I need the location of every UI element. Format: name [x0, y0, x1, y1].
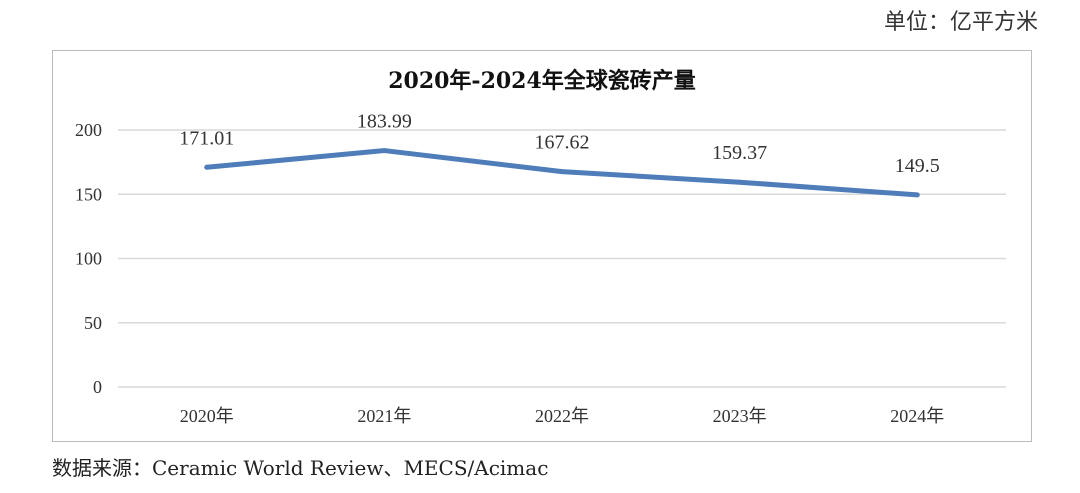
- data-label: 167.62: [535, 132, 590, 154]
- data-point: [914, 192, 920, 198]
- x-tick-label: 2022年: [535, 406, 589, 426]
- data-label: 183.99: [357, 111, 412, 133]
- data-label: 149.5: [895, 155, 940, 177]
- x-tick-label: 2024年: [890, 406, 944, 426]
- x-tick-label: 2020年: [180, 406, 234, 426]
- data-point: [204, 164, 210, 170]
- x-axis-ticks: 2020年 2021年 2022年 2023年 2024年: [180, 406, 944, 426]
- source-note: 数据来源：Ceramic World Review、MECS/Acimac: [52, 456, 549, 480]
- gridlines: [118, 129, 1006, 388]
- data-labels: 171.01 183.99 167.62 159.37 149.5: [179, 111, 939, 177]
- data-point: [381, 148, 387, 154]
- y-tick-label: 200: [75, 120, 102, 140]
- y-tick-label: 50: [84, 313, 102, 333]
- y-axis-ticks: 0 50 100 150 200: [75, 120, 102, 397]
- x-tick-label: 2023年: [713, 406, 767, 426]
- chart-title: 2020年-2024年全球瓷砖产量: [388, 68, 696, 94]
- data-point: [737, 179, 743, 185]
- y-tick-label: 100: [75, 249, 102, 269]
- y-tick-label: 150: [75, 184, 102, 204]
- chart-frame: [52, 50, 1032, 442]
- y-tick-label: 0: [93, 377, 102, 397]
- series-lines: [204, 148, 920, 198]
- unit-label: 单位：亿平方米: [883, 10, 1038, 35]
- data-label: 159.37: [712, 142, 767, 164]
- data-point: [559, 169, 565, 175]
- x-tick-label: 2021年: [357, 406, 411, 426]
- data-label: 171.01: [179, 127, 234, 149]
